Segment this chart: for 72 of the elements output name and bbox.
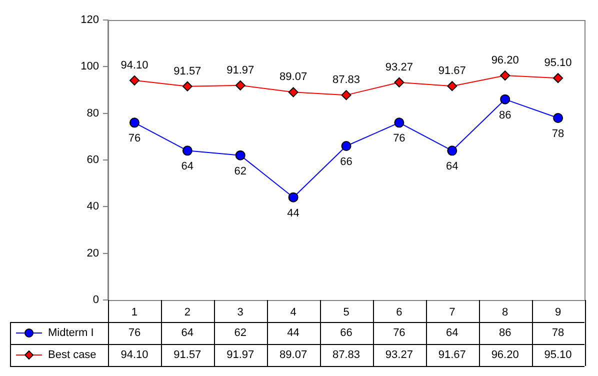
data-label: 76 <box>128 327 141 340</box>
data-label: 96.20 <box>491 349 519 362</box>
text: 94.10 <box>120 59 148 72</box>
data-label: 86 <box>498 327 512 340</box>
text: 95.10 <box>544 57 572 70</box>
text: 91.57 <box>174 65 202 78</box>
text: 93.27 <box>385 61 413 74</box>
y-tick-label: 60 <box>86 154 99 166</box>
text: 89.07 <box>280 71 308 84</box>
text: 86 <box>498 109 512 122</box>
text: 96.20 <box>491 54 519 67</box>
x-tick-label: 2 <box>184 306 190 319</box>
point <box>553 73 564 84</box>
x-tick-label: 6 <box>396 306 402 319</box>
text: 64 <box>446 160 458 173</box>
point <box>129 118 140 128</box>
data-label: 64 <box>446 327 458 340</box>
data-label: 93.27 <box>385 349 413 362</box>
data-label: 44 <box>287 327 300 340</box>
text: 76 <box>393 132 406 145</box>
text: 91.67 <box>438 65 466 78</box>
point <box>394 77 404 88</box>
x-tick-label: 7 <box>449 306 456 319</box>
text: 62 <box>234 165 246 178</box>
data-label: 87.83 <box>332 349 360 362</box>
point <box>447 146 458 156</box>
point <box>447 81 458 92</box>
point <box>182 146 192 156</box>
data-label: 66 <box>340 327 352 340</box>
data-label: 91.97 <box>226 349 254 362</box>
point <box>182 81 192 92</box>
y-tick-label: 100 <box>80 60 99 73</box>
x-tick-label: 1 <box>131 306 138 319</box>
x-tick-label: 4 <box>290 306 296 319</box>
data-label: 95.10 <box>544 349 572 362</box>
text: 66 <box>340 156 352 168</box>
data-label: 91.57 <box>174 349 202 362</box>
text: 76 <box>128 132 141 145</box>
data-label: 94.10 <box>120 349 148 362</box>
x-tick-label: 3 <box>237 306 244 319</box>
point <box>235 150 246 160</box>
y-tick-label: 120 <box>80 14 99 26</box>
legend-label: Midterm I <box>48 327 94 340</box>
y-tick-label: 0 <box>92 294 99 306</box>
point <box>129 75 140 86</box>
text: 91.97 <box>226 64 254 76</box>
data-label: 76 <box>393 327 406 340</box>
point <box>341 90 352 100</box>
text: 78 <box>552 128 564 140</box>
data-label: 78 <box>552 327 564 340</box>
data-label: 64 <box>181 327 194 340</box>
x-tick-label: 9 <box>554 306 562 319</box>
data-label: 89.07 <box>280 349 308 362</box>
point <box>394 118 404 128</box>
point <box>235 80 246 90</box>
point <box>500 94 510 104</box>
y-tick-label: 40 <box>86 200 99 213</box>
legend-label: Best case <box>48 349 96 362</box>
point <box>288 192 298 202</box>
point <box>500 70 510 81</box>
data-label: 62 <box>234 327 246 340</box>
y-tick-label: 80 <box>86 107 99 120</box>
text: 87.83 <box>332 74 360 86</box>
x-tick-label: 8 <box>502 306 508 319</box>
point <box>341 141 352 151</box>
x-tick-label: 5 <box>343 306 350 319</box>
y-tick-label: 20 <box>86 247 99 260</box>
data-label: 91.67 <box>438 349 466 362</box>
point <box>288 87 298 98</box>
point <box>553 113 564 123</box>
text: 44 <box>287 207 300 220</box>
text: 64 <box>181 160 194 173</box>
